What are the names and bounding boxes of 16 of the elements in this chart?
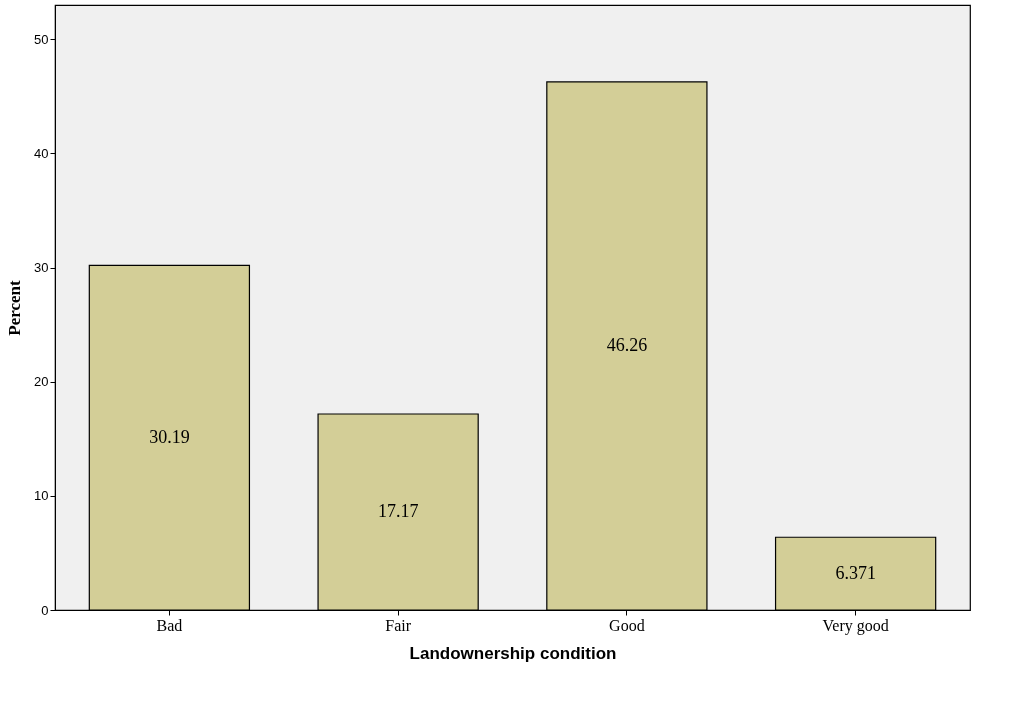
x-axis-title: Landownership condition: [409, 643, 617, 663]
y-tick-label: 30: [34, 260, 49, 276]
y-tick-label: 20: [34, 374, 49, 390]
y-tick-label: 40: [34, 145, 49, 161]
data-label: 46.26: [606, 334, 648, 355]
data-label: 6.371: [835, 562, 876, 583]
x-tick-label: Fair: [385, 616, 412, 634]
data-label: 30.19: [149, 426, 190, 447]
y-tick-label: 50: [34, 31, 49, 47]
x-tick-label: Bad: [156, 616, 183, 634]
y-tick-label: 0: [41, 602, 49, 618]
y-tick-label: 10: [34, 488, 49, 504]
x-tick-label: Very good: [822, 616, 889, 635]
x-tick-label: Good: [609, 616, 645, 634]
y-axis-title: Percent: [5, 279, 25, 336]
data-label: 17.17: [377, 501, 419, 521]
